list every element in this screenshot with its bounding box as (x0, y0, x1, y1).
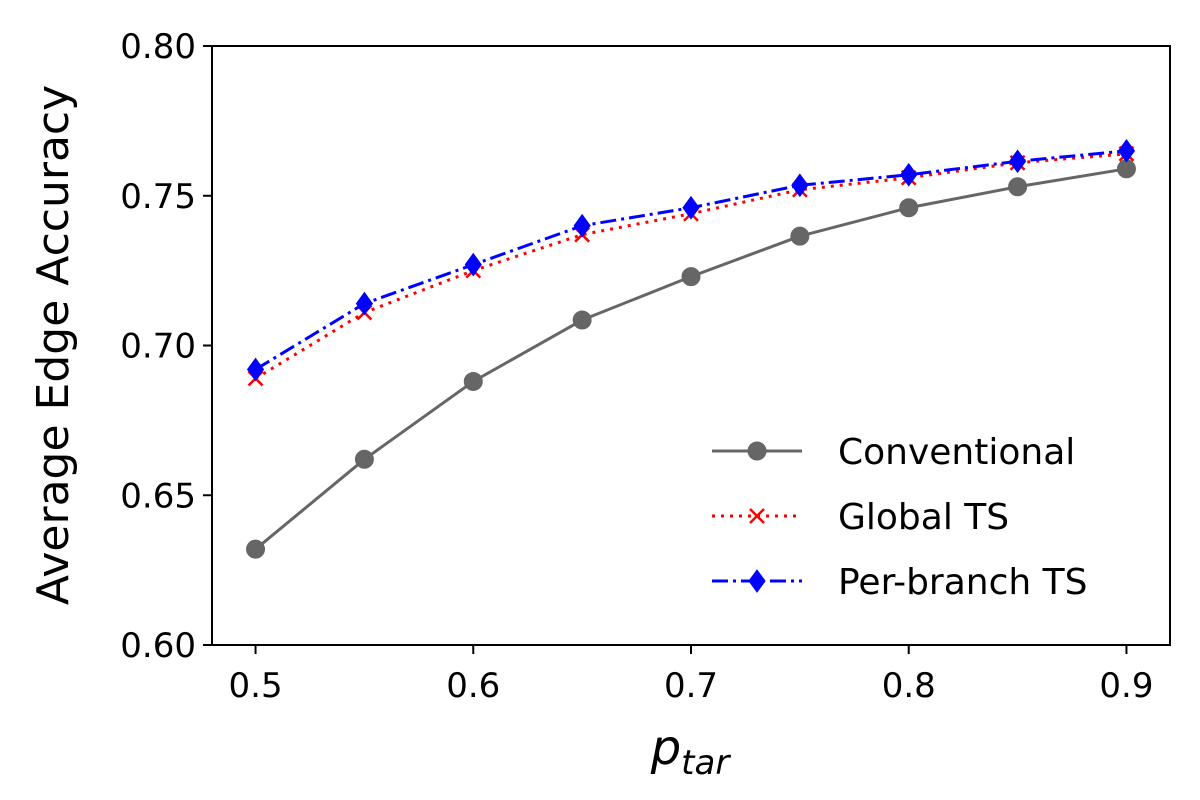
legend-label: Conventional (838, 432, 1075, 473)
legend: Conventional Global TS Per-branch TS (712, 432, 1088, 603)
x-tick-label: 0.6 (446, 666, 500, 706)
x-axis-title: ptar (650, 720, 732, 783)
y-tick-label: 0.60 (120, 626, 196, 666)
data-point (790, 226, 810, 246)
legend-item: Conventional (712, 432, 1075, 473)
x-tick-label: 0.5 (229, 666, 283, 706)
data-point (1008, 177, 1028, 197)
data-point (900, 162, 918, 187)
x-tick-label: 0.9 (1099, 666, 1153, 706)
x-axis-ticks: 0.5 0.6 0.7 0.8 0.9 (229, 645, 1153, 706)
data-point (573, 213, 591, 238)
legend-label: Global TS (838, 497, 1009, 538)
data-point (463, 371, 483, 391)
data-point (1117, 138, 1136, 163)
y-tick-label: 0.70 (120, 327, 196, 367)
legend-marker (749, 508, 765, 524)
legend-marker (747, 441, 767, 461)
plot-area (211, 45, 1171, 646)
data-point (572, 310, 592, 330)
series-line (254, 167, 1127, 551)
data-point (899, 198, 919, 218)
legend-item: Per-branch TS (712, 562, 1088, 603)
y-tick-label: 0.75 (120, 177, 196, 217)
series-per-branch-ts (246, 138, 1136, 382)
legend-label: Per-branch TS (838, 562, 1088, 603)
y-tick-label: 0.80 (120, 27, 196, 67)
x-marker-stroke (749, 508, 765, 524)
data-point (681, 267, 701, 287)
x-axis-title-main: p (650, 720, 681, 776)
data-point (464, 252, 482, 277)
series-conventional (246, 159, 1136, 559)
data-point (246, 539, 266, 559)
x-tick-label: 0.7 (664, 666, 718, 706)
series-line (254, 152, 1127, 380)
data-point (682, 195, 700, 220)
plot-frame (211, 45, 1171, 646)
legend-marker (748, 569, 766, 593)
y-axis-title: Average Edge Accuracy (28, 85, 79, 605)
series-global-ts (247, 145, 1135, 387)
y-axis-ticks: 0.60 0.65 0.70 0.75 0.80 (120, 27, 212, 666)
data-point (354, 449, 374, 469)
data-point (791, 173, 809, 198)
series-layer (246, 138, 1136, 559)
y-tick-label: 0.65 (120, 476, 196, 516)
x-tick-label: 0.8 (882, 666, 936, 706)
data-point (1008, 149, 1027, 174)
legend-item: Global TS (712, 497, 1009, 538)
x-axis-title-subscript: tar (681, 743, 731, 783)
series-line (254, 149, 1127, 371)
data-point (355, 291, 374, 316)
data-point (246, 357, 265, 382)
